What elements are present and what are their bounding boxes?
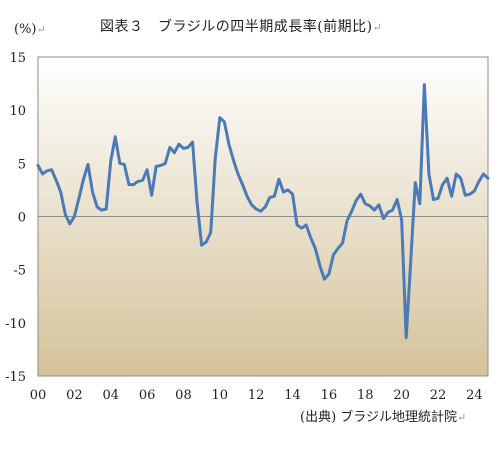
y-tick-label: -5	[13, 264, 26, 279]
x-tick-label: 24	[466, 388, 483, 403]
y-tick-label: 15	[9, 51, 26, 66]
y-unit-label-text: (%)	[14, 22, 37, 37]
y-axis-ticks: 15 10 5 0 -5 -10 -15	[5, 51, 26, 385]
x-tick-label: 14	[284, 388, 301, 403]
source-note: (出典) ブラジル地理統計院↵	[300, 406, 466, 425]
y-tick-label: -10	[5, 317, 26, 332]
y-tick-label: 5	[18, 157, 26, 172]
chart-title: 図表３ ブラジルの四半期成長率(前期比)↵	[100, 16, 382, 36]
x-tick-label: 00	[30, 388, 47, 403]
y-tick-label: 10	[9, 104, 26, 119]
y-unit-label: (%)↵	[14, 22, 46, 37]
x-tick-label: 18	[357, 388, 374, 403]
title-paragraph-mark: ↵	[372, 21, 383, 34]
x-tick-label: 08	[175, 388, 192, 403]
y-tick-label: 0	[18, 211, 26, 226]
x-tick-label: 10	[212, 388, 229, 403]
x-tick-label: 22	[430, 388, 447, 403]
x-tick-label: 12	[248, 388, 265, 403]
x-tick-label: 06	[139, 388, 156, 403]
x-tick-label: 04	[102, 388, 119, 403]
chart-title-text: 図表３ ブラジルの四半期成長率(前期比)	[100, 19, 373, 35]
x-tick-label: 20	[393, 388, 410, 403]
y-tick-label: -15	[5, 370, 26, 385]
x-tick-label: 02	[66, 388, 83, 403]
unit-paragraph-mark: ↵	[36, 23, 46, 36]
source-note-text: (出典) ブラジル地理統計院	[300, 410, 458, 425]
x-axis-ticks: 00 02 04 06 08 10 12 14 16 18 20 22 24	[30, 388, 483, 403]
x-tick-label: 16	[321, 388, 338, 403]
growth-rate-line	[36, 83, 490, 340]
source-paragraph-mark: ↵	[457, 411, 467, 424]
